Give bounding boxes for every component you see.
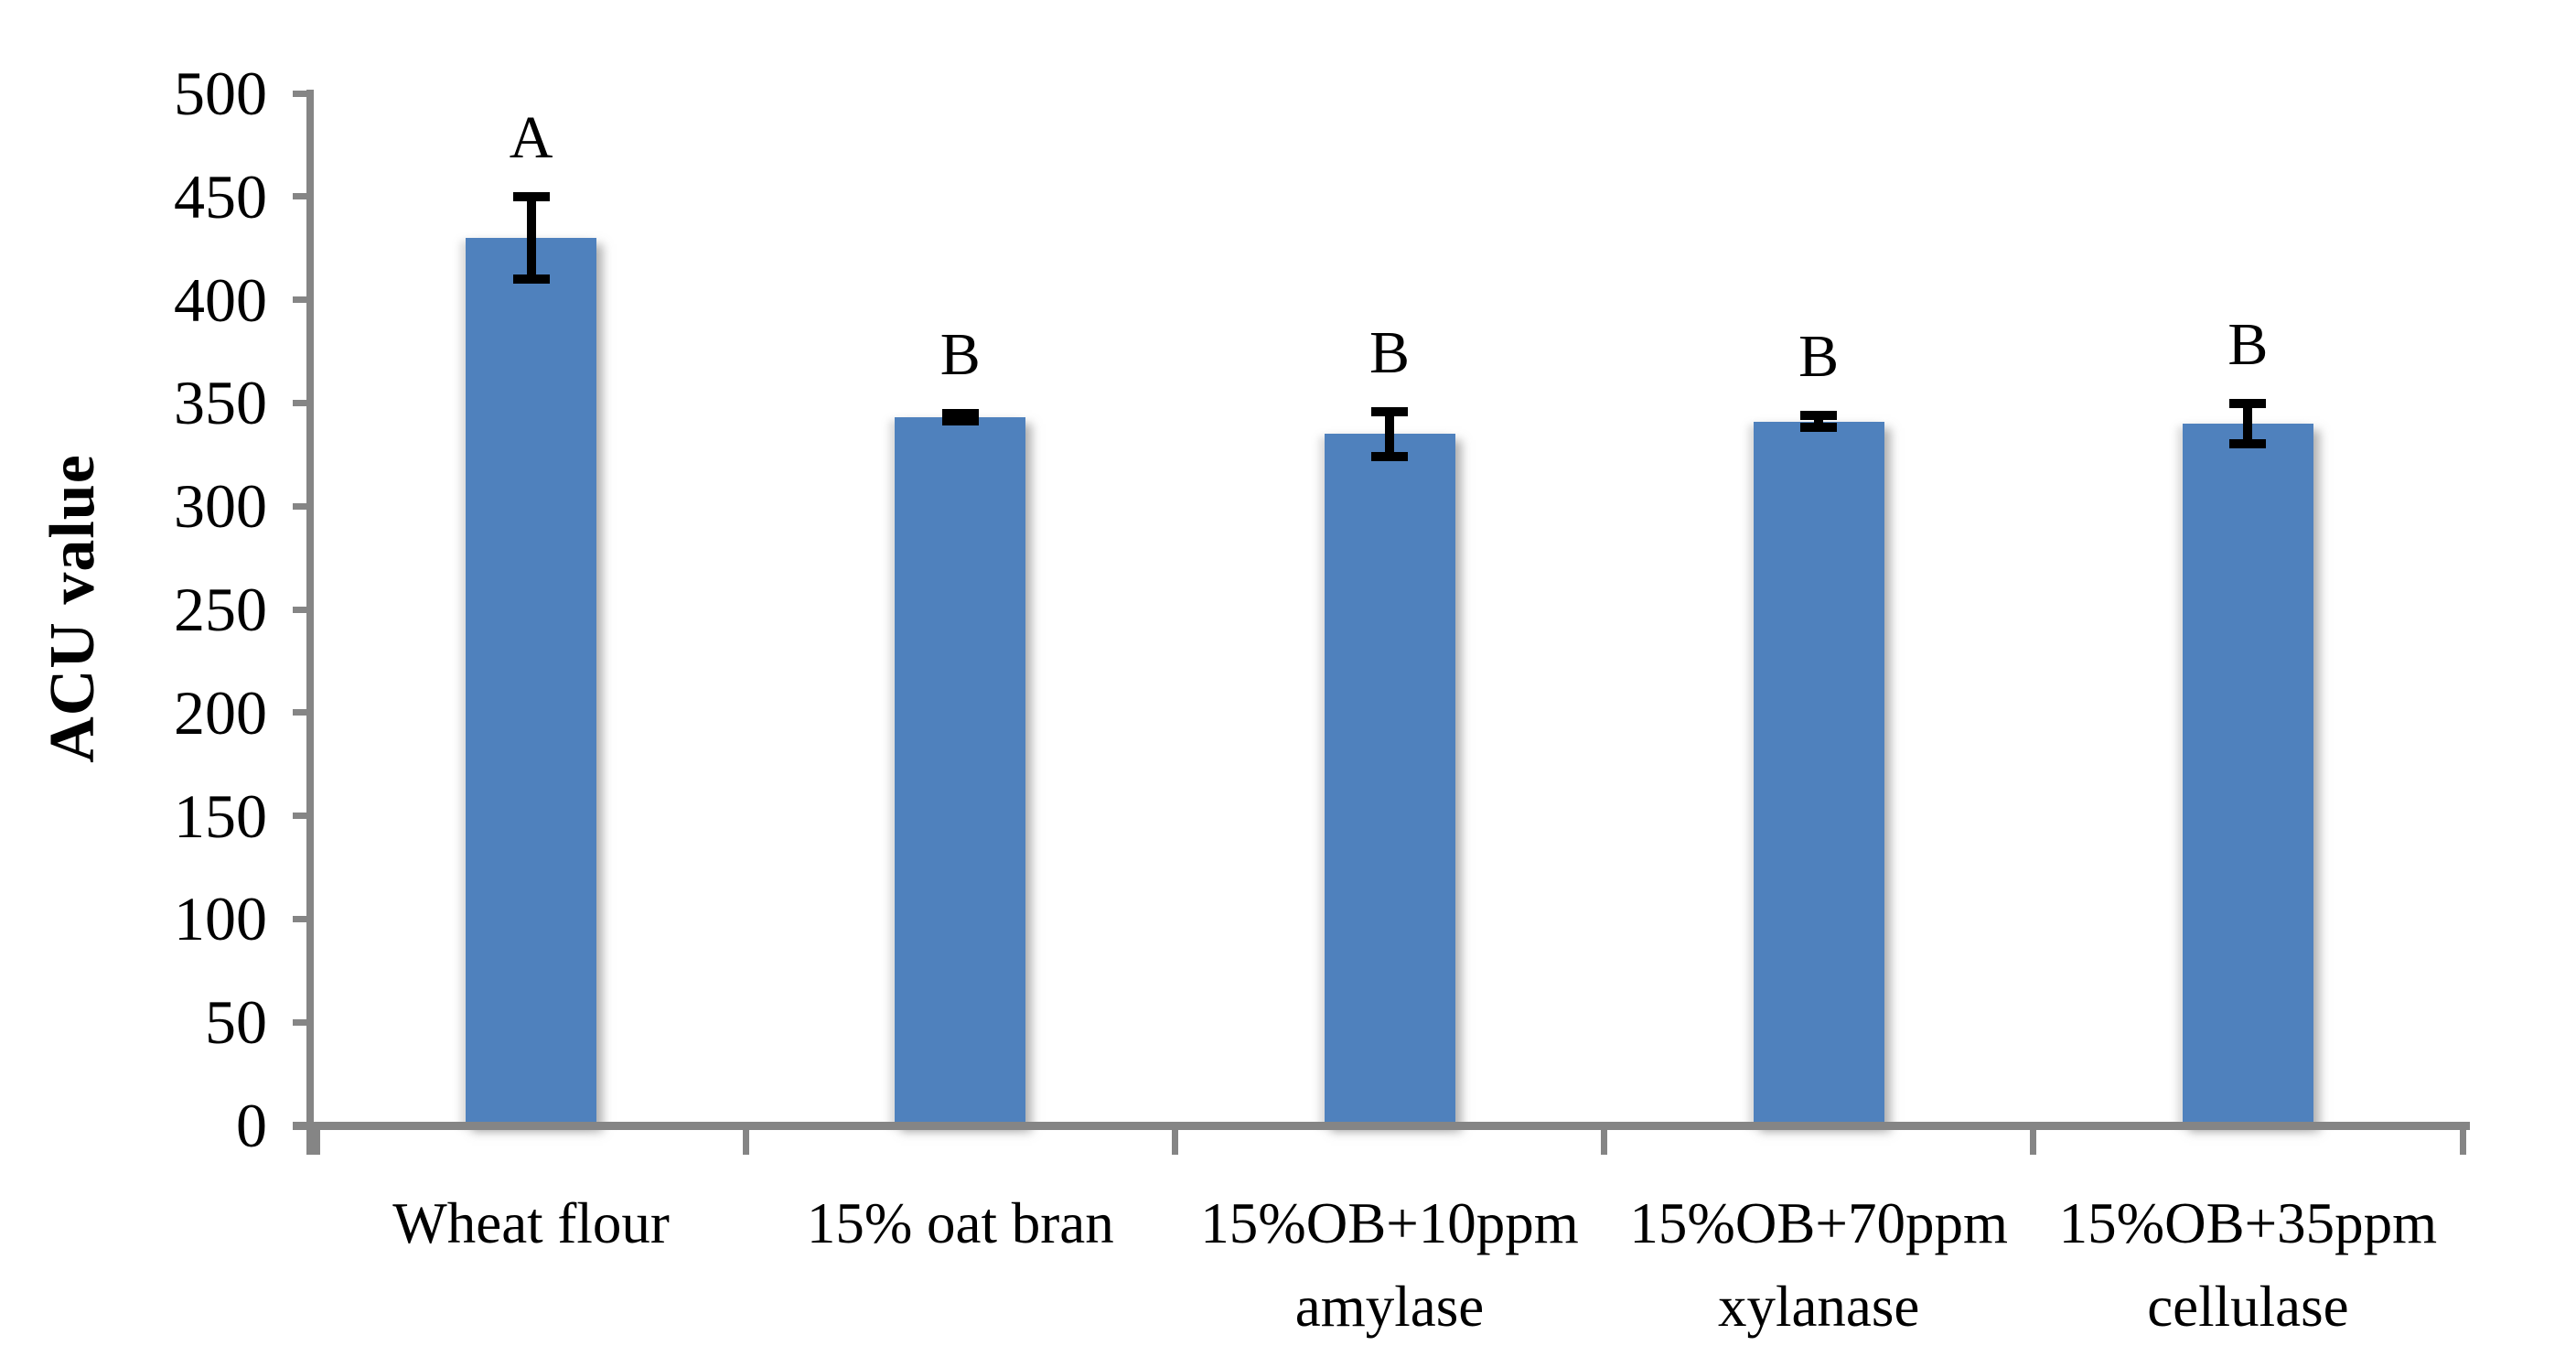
x-axis-tick bbox=[2030, 1125, 2037, 1155]
y-axis-tick bbox=[293, 709, 313, 716]
x-category-label-line: xylanase bbox=[1717, 1275, 1920, 1339]
error-bar-stem bbox=[1385, 406, 1394, 461]
y-axis-tick-label: 500 bbox=[174, 59, 267, 128]
error-bar-15-oat-bran bbox=[941, 409, 979, 426]
y-axis-tick bbox=[293, 915, 313, 922]
bar-wheat-flour bbox=[466, 237, 597, 1125]
x-axis-tick bbox=[1601, 1125, 1608, 1155]
error-bar-15-ob-70ppm-xylanase bbox=[1800, 411, 1838, 432]
y-axis-tick bbox=[293, 296, 313, 304]
y-axis-tick-label: 150 bbox=[174, 780, 267, 851]
x-axis-tick bbox=[313, 1125, 320, 1155]
y-axis-tick bbox=[293, 606, 313, 613]
y-axis-tick-label: 250 bbox=[174, 575, 267, 644]
x-category-label-line: amylase bbox=[1294, 1275, 1485, 1339]
significance-letter-wheat-flour: A bbox=[509, 104, 553, 172]
significance-letter-15-ob-35ppm-cellulase: B bbox=[2227, 310, 2269, 378]
y-axis-tick-label: 350 bbox=[174, 368, 267, 438]
error-bar-15-ob-35ppm-cellulase bbox=[2229, 398, 2267, 449]
error-bar-stem bbox=[526, 192, 536, 284]
error-bar-wheat-flour bbox=[512, 192, 550, 284]
x-category-label-line: 15%OB+35ppm bbox=[2058, 1191, 2438, 1255]
x-category-label-15-ob-35ppm-cellulase: 15%OB+35ppm cellulase bbox=[2034, 1182, 2463, 1349]
y-axis-tick bbox=[293, 813, 313, 820]
error-bar-stem bbox=[2243, 398, 2253, 449]
y-axis-tick bbox=[293, 1018, 313, 1026]
significance-letter-15-ob-10ppm-amylase: B bbox=[1368, 318, 1411, 386]
x-category-label-line: 15%OB+10ppm bbox=[1200, 1191, 1579, 1255]
error-bar-stem bbox=[1814, 411, 1824, 432]
y-axis-line bbox=[306, 90, 314, 1155]
significance-letter-15-ob-70ppm-xylanase: B bbox=[1798, 323, 1840, 391]
y-axis-tick-label: 300 bbox=[174, 471, 267, 542]
error-bar-stem bbox=[955, 409, 965, 426]
y-axis-tick-label: 100 bbox=[174, 884, 267, 954]
x-category-label-line: Wheat flour bbox=[392, 1191, 670, 1255]
error-bar-15-ob-10ppm-amylase bbox=[1371, 406, 1408, 461]
x-category-label-wheat-flour: Wheat flour bbox=[317, 1182, 746, 1265]
x-axis-tick bbox=[1171, 1125, 1178, 1155]
y-axis-tick bbox=[293, 399, 313, 406]
y-axis-tick-label: 50 bbox=[205, 987, 267, 1058]
x-axis-tick bbox=[742, 1125, 749, 1155]
bar-15-ob-70ppm-xylanase bbox=[1753, 421, 1884, 1125]
x-axis-line bbox=[293, 1122, 2470, 1130]
x-category-label-line: 15%OB+70ppm bbox=[1629, 1191, 2008, 1255]
y-axis-tick bbox=[293, 193, 313, 200]
y-axis-tick-label: 0 bbox=[236, 1091, 267, 1160]
x-category-label-line: cellulase bbox=[2147, 1275, 2349, 1339]
y-axis-tick bbox=[293, 502, 313, 510]
y-axis-tick bbox=[293, 1122, 313, 1129]
bar-15-oat-bran bbox=[895, 417, 1026, 1125]
x-axis-tick bbox=[2459, 1125, 2466, 1155]
x-category-label-15-ob-10ppm-amylase: 15%OB+10ppm amylase bbox=[1175, 1182, 1604, 1349]
y-axis-tick-label: 450 bbox=[174, 161, 267, 231]
y-axis-tick-label: 200 bbox=[174, 677, 267, 748]
y-axis-tick bbox=[293, 90, 313, 97]
x-category-label-line: 15% oat bran bbox=[806, 1191, 1114, 1255]
significance-letter-15-oat-bran: B bbox=[939, 321, 981, 389]
y-axis-tick-label: 400 bbox=[174, 264, 267, 335]
bar-15-ob-10ppm-amylase bbox=[1324, 434, 1455, 1125]
bar-15-ob-35ppm-cellulase bbox=[2182, 423, 2313, 1125]
x-category-label-15-oat-bran: 15% oat bran bbox=[746, 1182, 1175, 1265]
x-category-label-15-ob-70ppm-xylanase: 15%OB+70ppm xylanase bbox=[1605, 1182, 2034, 1349]
